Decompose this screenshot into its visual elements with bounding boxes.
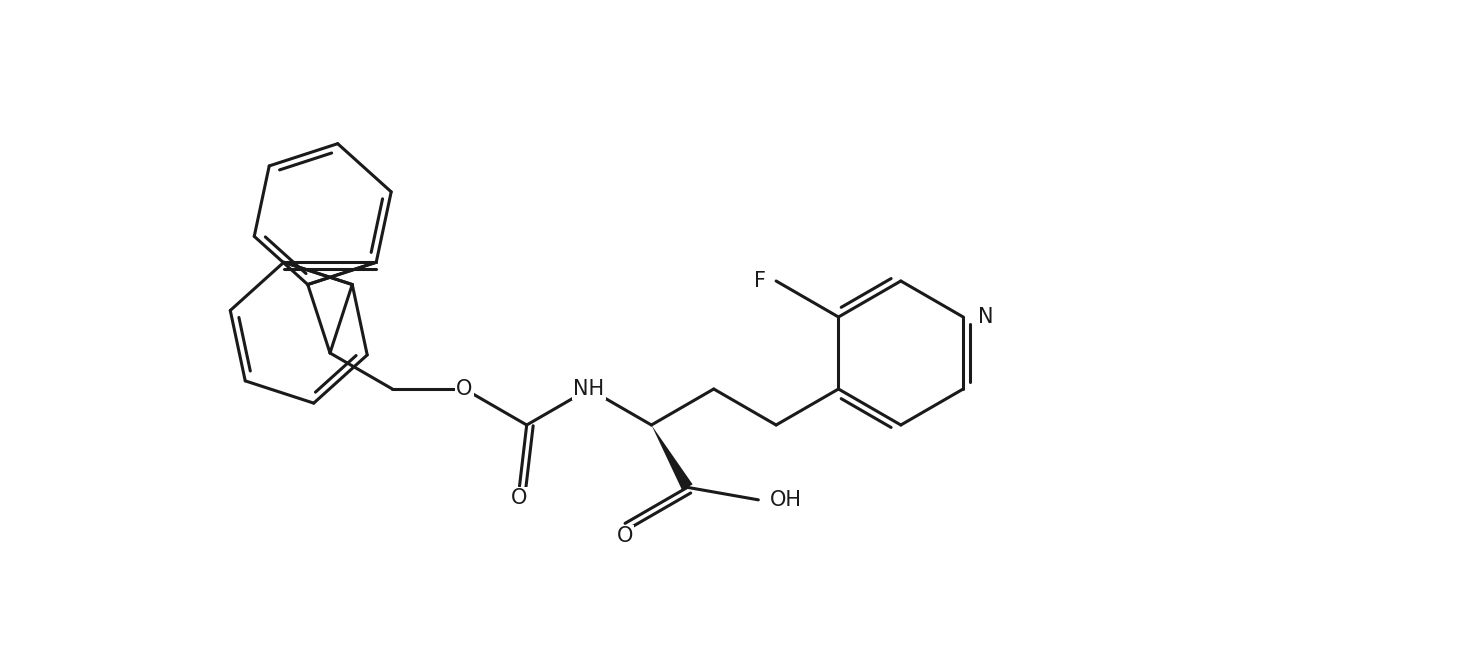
Text: O: O — [617, 526, 633, 546]
Text: NH: NH — [574, 379, 605, 399]
Text: N: N — [979, 307, 993, 327]
Text: O: O — [456, 379, 472, 399]
Polygon shape — [651, 425, 692, 491]
Text: F: F — [754, 271, 766, 291]
Text: OH: OH — [770, 490, 803, 510]
Text: O: O — [511, 488, 528, 508]
